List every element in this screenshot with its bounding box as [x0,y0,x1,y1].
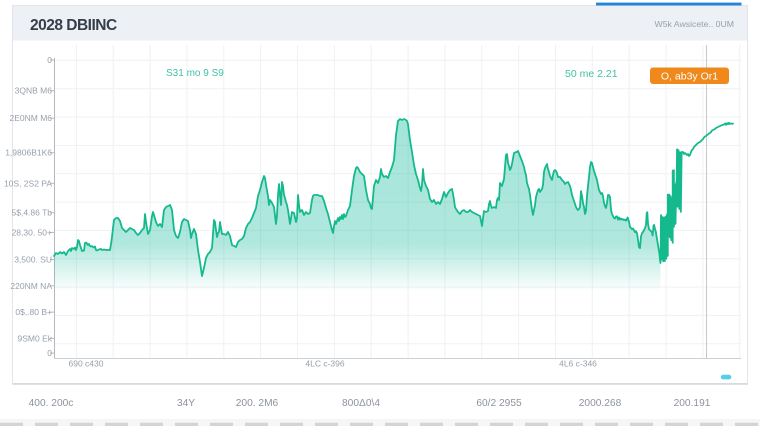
svg-text:200. 2M6: 200. 2M6 [236,398,279,409]
svg-text:0: 0 [47,348,52,358]
svg-text:4LC c-396: 4LC c-396 [305,359,344,369]
svg-text:4L6 c-346: 4L6 c-346 [559,359,597,369]
svg-text:W5k Awsicete.. 0UM: W5k Awsicete.. 0UM [655,19,735,29]
svg-text:1,9806B1K6: 1,9806B1K6 [5,148,52,158]
svg-text:220NM NA: 220NM NA [10,281,52,291]
svg-text:800Δ0\4: 800Δ0\4 [342,398,380,409]
svg-text:0$,.80 B+: 0$,.80 B+ [15,307,52,317]
svg-text:60/2 2955: 60/2 2955 [476,398,522,409]
svg-text:5$,4.86 Tb: 5$,4.86 Tb [12,208,53,218]
svg-text:34Y: 34Y [177,398,195,409]
svg-text:50 me 2.21: 50 me 2.21 [565,68,618,80]
svg-text:0: 0 [47,55,52,65]
svg-text:2028 DBIINC: 2028 DBIINC [30,17,117,34]
svg-text:S31 mo 9 S9: S31 mo 9 S9 [166,68,224,79]
svg-text:2000.268: 2000.268 [579,398,622,409]
svg-text:3QNB M6: 3QNB M6 [15,86,53,96]
svg-text:200.191: 200.191 [674,398,711,409]
svg-text:28,30. 50+: 28,30. 50+ [12,227,52,237]
svg-text:690 c430: 690 c430 [69,359,104,369]
svg-text:O, ab3y Or1: O, ab3y Or1 [661,71,718,83]
svg-text:10S, 2S2 PA: 10S, 2S2 PA [4,178,52,188]
svg-text:9SM0 Ek: 9SM0 Ek [18,333,53,343]
svg-text:2E0NM M6: 2E0NM M6 [9,113,52,123]
svg-text:3,500. SU: 3,500. SU [14,255,52,265]
svg-text:400. 200c: 400. 200c [29,398,74,409]
